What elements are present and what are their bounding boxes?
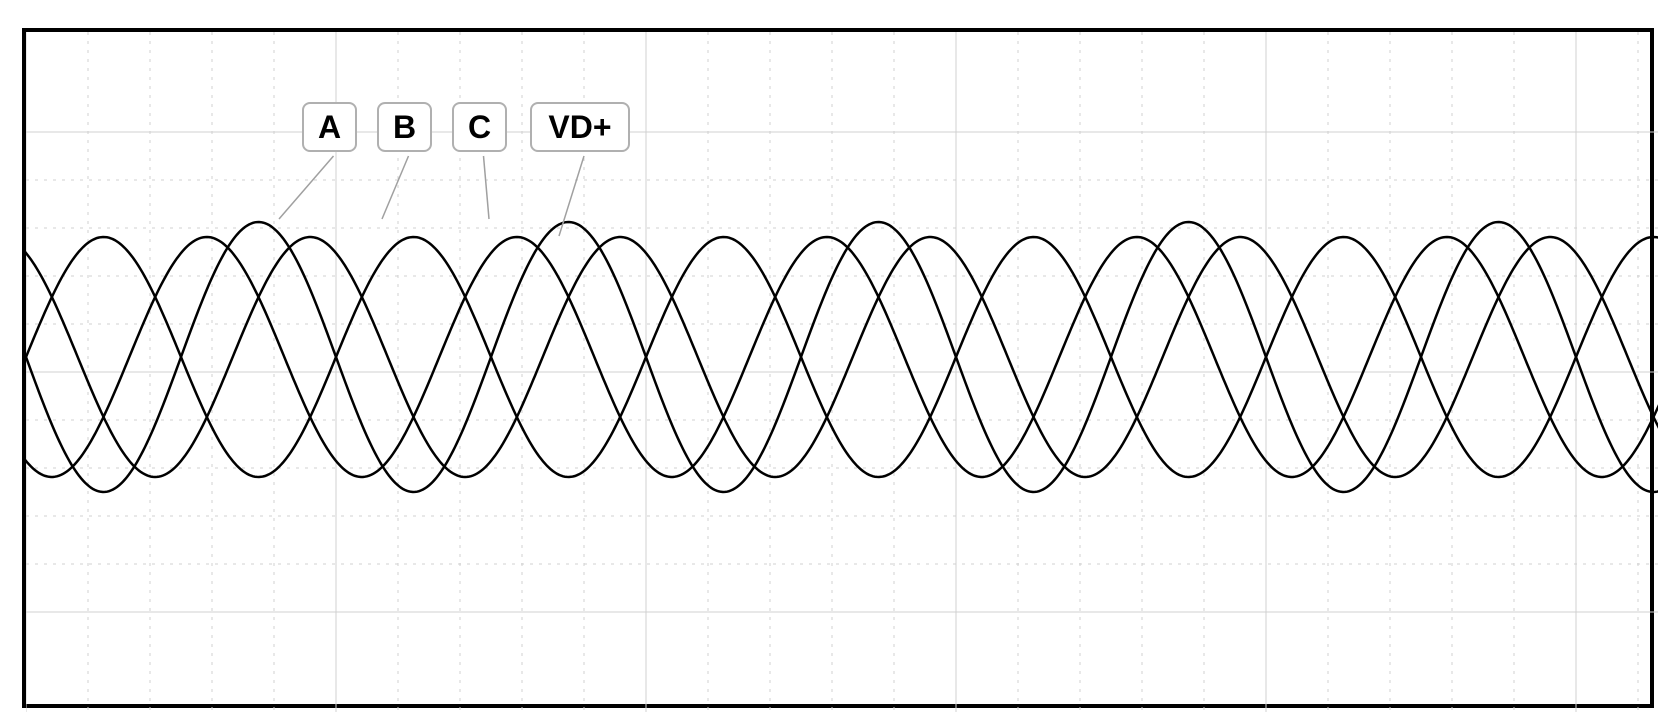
wave-b — [26, 237, 1658, 477]
oscilloscope-chart — [22, 28, 1654, 708]
label-pointer — [279, 156, 334, 219]
waveforms — [26, 222, 1658, 492]
series-label-b: B — [377, 102, 432, 152]
label-pointer — [559, 156, 584, 236]
series-label-a: A — [302, 102, 357, 152]
series-label-vdplus: VD+ — [530, 102, 630, 152]
grid — [26, 32, 1658, 712]
label-pointer — [484, 156, 490, 219]
label-pointer — [382, 156, 409, 219]
waveform-svg — [26, 32, 1658, 712]
series-label-c: C — [452, 102, 507, 152]
